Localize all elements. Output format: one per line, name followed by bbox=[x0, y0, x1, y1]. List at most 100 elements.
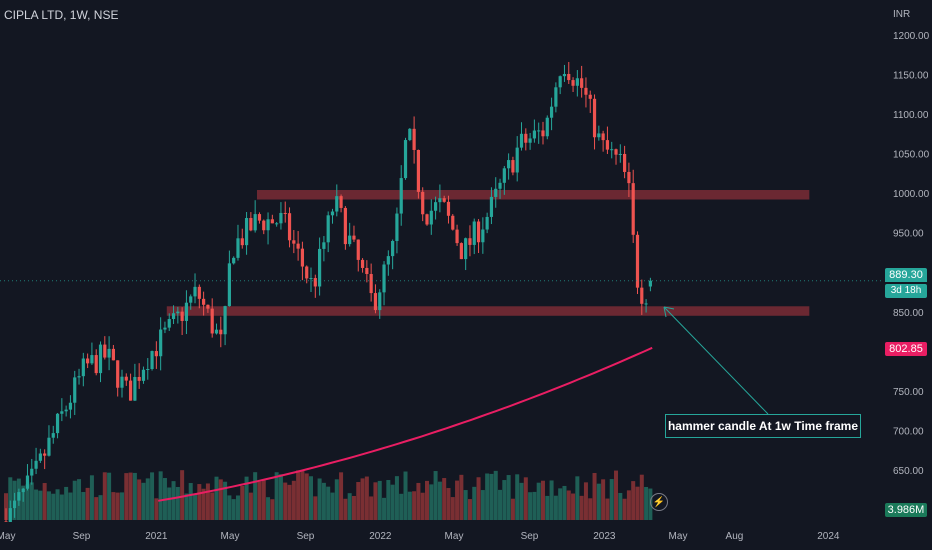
candle-body bbox=[554, 87, 558, 107]
candle-body bbox=[605, 140, 610, 150]
candle-body bbox=[571, 80, 575, 86]
volume-bar bbox=[639, 474, 644, 520]
candle-body bbox=[502, 168, 506, 183]
volume-bar bbox=[480, 490, 485, 520]
candle-body bbox=[588, 94, 592, 99]
candle-body bbox=[339, 196, 343, 208]
volume-bar bbox=[446, 488, 451, 520]
candle-body bbox=[318, 248, 322, 287]
volume-bar bbox=[205, 483, 210, 520]
volume-bar bbox=[377, 480, 382, 520]
volume-bar bbox=[296, 470, 301, 520]
candle-body bbox=[107, 348, 111, 358]
volume-bar bbox=[347, 493, 352, 520]
candle-body bbox=[360, 259, 365, 268]
volume-bar bbox=[240, 485, 245, 520]
candle-body bbox=[644, 303, 648, 305]
candlesticks bbox=[0, 62, 882, 541]
candle-body bbox=[601, 133, 605, 141]
candle-body bbox=[511, 160, 515, 173]
countdown-badge: 3d 18h bbox=[885, 284, 927, 298]
candle-body bbox=[77, 376, 81, 378]
volume-bar bbox=[626, 490, 631, 520]
price-zone[interactable] bbox=[257, 190, 810, 200]
volume-bar bbox=[158, 471, 163, 520]
candle-body bbox=[300, 248, 305, 267]
candle-body bbox=[124, 376, 128, 381]
volume-bar bbox=[571, 493, 576, 520]
time-axis[interactable]: May Sep 2021 May Sep 2022 May Sep 2023 May Aug 2024 bbox=[0, 522, 932, 550]
candle-body bbox=[180, 311, 184, 321]
candle-body bbox=[309, 278, 313, 280]
candle-body bbox=[519, 133, 524, 148]
candle-body bbox=[343, 207, 347, 245]
candle-body bbox=[464, 238, 468, 260]
candle-body bbox=[133, 376, 137, 401]
volume-bar bbox=[218, 479, 223, 520]
ma-line[interactable] bbox=[158, 346, 653, 502]
candle-body bbox=[356, 239, 360, 260]
candle-body bbox=[219, 329, 223, 335]
lightning-icon[interactable]: ⚡ bbox=[650, 493, 668, 511]
annotation-label[interactable]: hammer candle At 1w Time frame bbox=[665, 414, 861, 438]
volume-bar bbox=[210, 492, 215, 520]
volume-bar bbox=[141, 482, 146, 520]
volume-bar bbox=[317, 478, 322, 520]
price-zone[interactable] bbox=[166, 306, 810, 316]
candle-body bbox=[202, 298, 206, 305]
volume-bar bbox=[154, 498, 159, 520]
annotation-arrow bbox=[663, 306, 769, 415]
last-price-badge: 889.30 bbox=[885, 268, 927, 282]
candle-body bbox=[86, 358, 90, 364]
time-axis-bg bbox=[0, 522, 932, 550]
candle-body bbox=[171, 313, 176, 320]
volume-bar bbox=[485, 473, 490, 520]
volume-bar bbox=[592, 472, 597, 520]
candle-body bbox=[38, 453, 42, 461]
volume-bar bbox=[111, 492, 116, 520]
candle-body bbox=[184, 302, 189, 321]
candle-body bbox=[438, 198, 442, 203]
volume-bar bbox=[68, 492, 73, 520]
volume-bar bbox=[291, 480, 296, 520]
volume-bar bbox=[635, 486, 640, 520]
volume-bar bbox=[523, 477, 528, 520]
candle-body bbox=[30, 468, 34, 476]
volume-bar bbox=[510, 498, 515, 520]
candle-body bbox=[592, 98, 597, 138]
volume-bar bbox=[274, 472, 279, 520]
volume-bar bbox=[25, 484, 30, 520]
symbol-title[interactable]: CIPLA LTD, 1W, NSE bbox=[4, 8, 119, 22]
candle-body bbox=[446, 201, 451, 216]
volume-bar bbox=[270, 499, 275, 520]
volume-bar bbox=[386, 480, 391, 520]
candle-body bbox=[240, 238, 244, 246]
candle-body bbox=[287, 213, 292, 241]
candle-body bbox=[382, 264, 386, 293]
candle-body bbox=[614, 149, 618, 155]
candle-body bbox=[631, 183, 635, 235]
x-tick-label: May bbox=[0, 531, 15, 542]
candle-body bbox=[399, 178, 403, 214]
volume-bar bbox=[244, 476, 249, 520]
volume-bar bbox=[51, 493, 56, 520]
y-tick-label: 1150.00 bbox=[893, 71, 929, 82]
candle-body bbox=[532, 130, 536, 139]
candle-body bbox=[348, 235, 352, 245]
candle-body bbox=[68, 402, 73, 410]
candle-body bbox=[81, 358, 85, 377]
volume-bar bbox=[132, 472, 137, 520]
candle-body bbox=[60, 411, 64, 414]
volume-bar bbox=[360, 478, 365, 520]
volume-bar bbox=[55, 489, 60, 520]
volume-bar bbox=[300, 470, 305, 520]
candle-body bbox=[416, 149, 421, 192]
candle-body bbox=[425, 214, 429, 225]
volume-bar bbox=[193, 493, 198, 520]
candle-body bbox=[575, 78, 579, 86]
candle-body bbox=[567, 73, 571, 81]
candle-body bbox=[197, 286, 201, 299]
volume-bar bbox=[420, 492, 425, 520]
candle-body bbox=[34, 460, 38, 469]
